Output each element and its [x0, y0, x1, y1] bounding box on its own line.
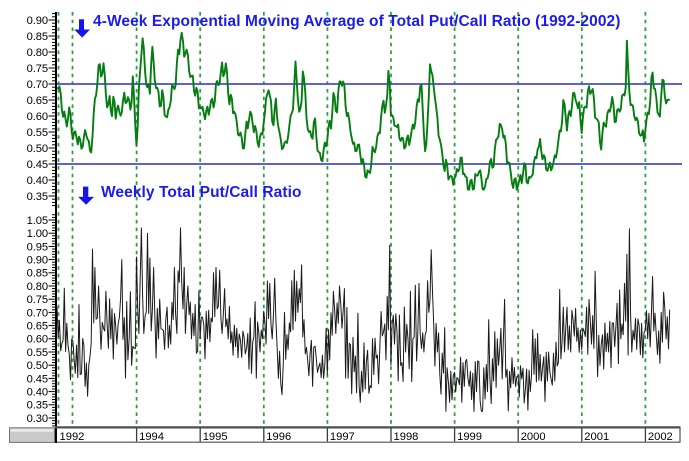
- svg-text:1.00: 1.00: [27, 228, 48, 240]
- svg-text:1992: 1992: [60, 431, 85, 443]
- svg-text:1996: 1996: [266, 431, 291, 443]
- svg-text:2002: 2002: [648, 431, 673, 443]
- svg-text:1.05: 1.05: [27, 215, 48, 227]
- svg-text:0.40: 0.40: [27, 387, 48, 399]
- svg-text:0.75: 0.75: [27, 294, 48, 306]
- svg-text:0.80: 0.80: [27, 47, 48, 59]
- svg-text:0.40: 0.40: [27, 175, 48, 187]
- svg-text:0.45: 0.45: [27, 373, 48, 385]
- svg-text:0.65: 0.65: [27, 321, 48, 333]
- svg-text:0.70: 0.70: [27, 79, 48, 91]
- svg-text:0.95: 0.95: [27, 241, 48, 253]
- svg-text:Weekly Total Put/Call Ratio: Weekly Total Put/Call Ratio: [101, 184, 302, 201]
- svg-text:4-Week Exponential Moving Aver: 4-Week Exponential Moving Average of Tot…: [93, 13, 620, 30]
- svg-text:1997: 1997: [330, 431, 355, 443]
- svg-text:0.55: 0.55: [27, 347, 48, 359]
- svg-text:0.60: 0.60: [27, 111, 48, 123]
- svg-text:0.45: 0.45: [27, 159, 48, 171]
- svg-text:0.75: 0.75: [27, 63, 48, 75]
- svg-text:0.90: 0.90: [27, 255, 48, 267]
- svg-text:0.60: 0.60: [27, 334, 48, 346]
- svg-text:2000: 2000: [521, 431, 546, 443]
- svg-text:0.80: 0.80: [27, 281, 48, 293]
- svg-text:1995: 1995: [203, 431, 228, 443]
- svg-text:0.70: 0.70: [27, 307, 48, 319]
- svg-text:0.50: 0.50: [27, 143, 48, 155]
- svg-text:2001: 2001: [584, 431, 609, 443]
- svg-text:1999: 1999: [457, 431, 482, 443]
- svg-text:0.35: 0.35: [27, 400, 48, 412]
- svg-text:1998: 1998: [394, 431, 419, 443]
- svg-text:0.85: 0.85: [27, 31, 48, 43]
- svg-text:1994: 1994: [139, 431, 164, 443]
- svg-text:0.35: 0.35: [27, 191, 48, 203]
- svg-text:0.90: 0.90: [27, 15, 48, 27]
- svg-text:0.50: 0.50: [27, 360, 48, 372]
- svg-text:0.55: 0.55: [27, 127, 48, 139]
- svg-text:0.65: 0.65: [27, 95, 48, 107]
- svg-text:0.85: 0.85: [27, 268, 48, 280]
- svg-text:0.30: 0.30: [27, 413, 48, 425]
